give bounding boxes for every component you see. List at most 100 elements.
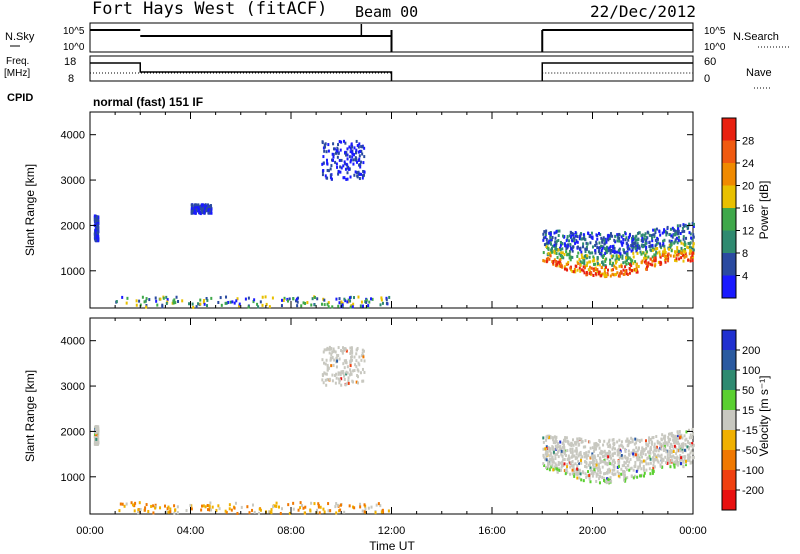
echo-cell [346,300,349,304]
echo-cell [324,145,327,149]
echo-cell [357,361,360,365]
echo-cell [574,462,577,466]
echo-cell [190,207,193,211]
echo-cell [575,440,578,444]
colorbar-swatch [722,185,736,208]
echo-cell [586,242,589,246]
echo-cell [677,437,680,441]
echo-cell [640,239,643,243]
echo-cell [554,444,557,448]
echo-cell [615,266,618,270]
echo-cell [159,297,162,301]
echo-cell [558,229,561,233]
freq-unit-label: [MHz] [4,68,30,79]
echo-cell [167,510,170,514]
echo-cell [637,458,640,462]
echo-cell [387,509,390,513]
echo-cell [576,268,579,272]
echo-cell [663,248,666,252]
echo-cell [677,238,680,242]
echo-cell [349,351,352,355]
echo-cell [674,238,677,242]
echo-cell [643,449,646,453]
echo-cell [589,446,592,450]
echo-cell [559,254,562,258]
echo-cell [316,508,319,512]
echo-cell [576,467,579,471]
echo-cell [580,458,583,462]
echo-cell [686,445,689,449]
echo-cell [579,450,582,454]
echo-cell [191,203,194,207]
echo-cell [349,160,352,164]
echo-cell [280,304,283,308]
y-tick-label: 3000 [61,175,85,187]
echo-cell [556,470,559,474]
echo-cell [253,510,256,514]
echo-cell [617,448,620,452]
echo-cell [559,265,562,269]
echo-cell [323,510,326,514]
echo-cell [682,460,685,464]
echo-cell [593,449,596,453]
echo-cell [659,244,662,248]
echo-cell [321,173,324,177]
echo-cell [553,447,556,451]
echo-cell [342,176,345,180]
echo-cell [331,356,334,360]
echo-cell [342,362,345,366]
echo-cell [651,436,654,440]
echo-cell [653,264,656,268]
echo-cell [638,244,641,248]
echo-cell [598,246,601,250]
echo-cell [609,445,612,449]
echo-cell [555,463,558,467]
echo-cell [97,222,100,226]
echo-cell [596,237,599,241]
echo-cell [609,234,612,238]
echo-cell [612,438,615,442]
echo-cell [584,445,587,449]
echo-cell [614,472,617,476]
echo-cell [549,236,552,240]
echo-cell [569,230,572,234]
echo-cell [573,267,576,271]
echo-cell [603,478,606,482]
echo-cell [605,479,608,483]
echo-cell [349,299,352,303]
echo-cell [297,508,300,512]
echo-cell [691,429,694,433]
echo-cell [573,454,576,458]
x-tick-label: 00:00 [76,525,104,537]
echo-cell [683,255,686,259]
echo-cell [361,509,364,513]
echo-cell [604,264,607,268]
echo-cell [554,465,557,469]
echo-cell [379,303,382,307]
echo-cell [571,460,574,464]
echo-cell [610,254,613,258]
echo-cell [257,305,260,309]
echo-cell [692,255,695,259]
echo-cell [337,346,340,350]
echo-cell [334,381,337,385]
echo-cell [669,465,672,469]
echo-cell [181,299,184,303]
echo-cell [326,168,329,172]
echo-cell [608,462,611,466]
echo-cell [643,256,646,260]
echo-cell [337,143,340,147]
echo-cell [343,510,346,514]
echo-cell [139,507,142,511]
echo-cell [135,299,138,303]
echo-cell [191,302,194,306]
echo-cell [340,370,343,374]
echo-cell [595,442,598,446]
echo-cell [554,447,557,451]
colorbar-tick-label: 16 [742,203,754,215]
nsky-label: N.Sky [5,31,35,43]
echo-cell [609,274,612,278]
echo-cell [327,509,330,513]
echo-cell [584,264,587,268]
colorbar-swatch [722,230,736,253]
